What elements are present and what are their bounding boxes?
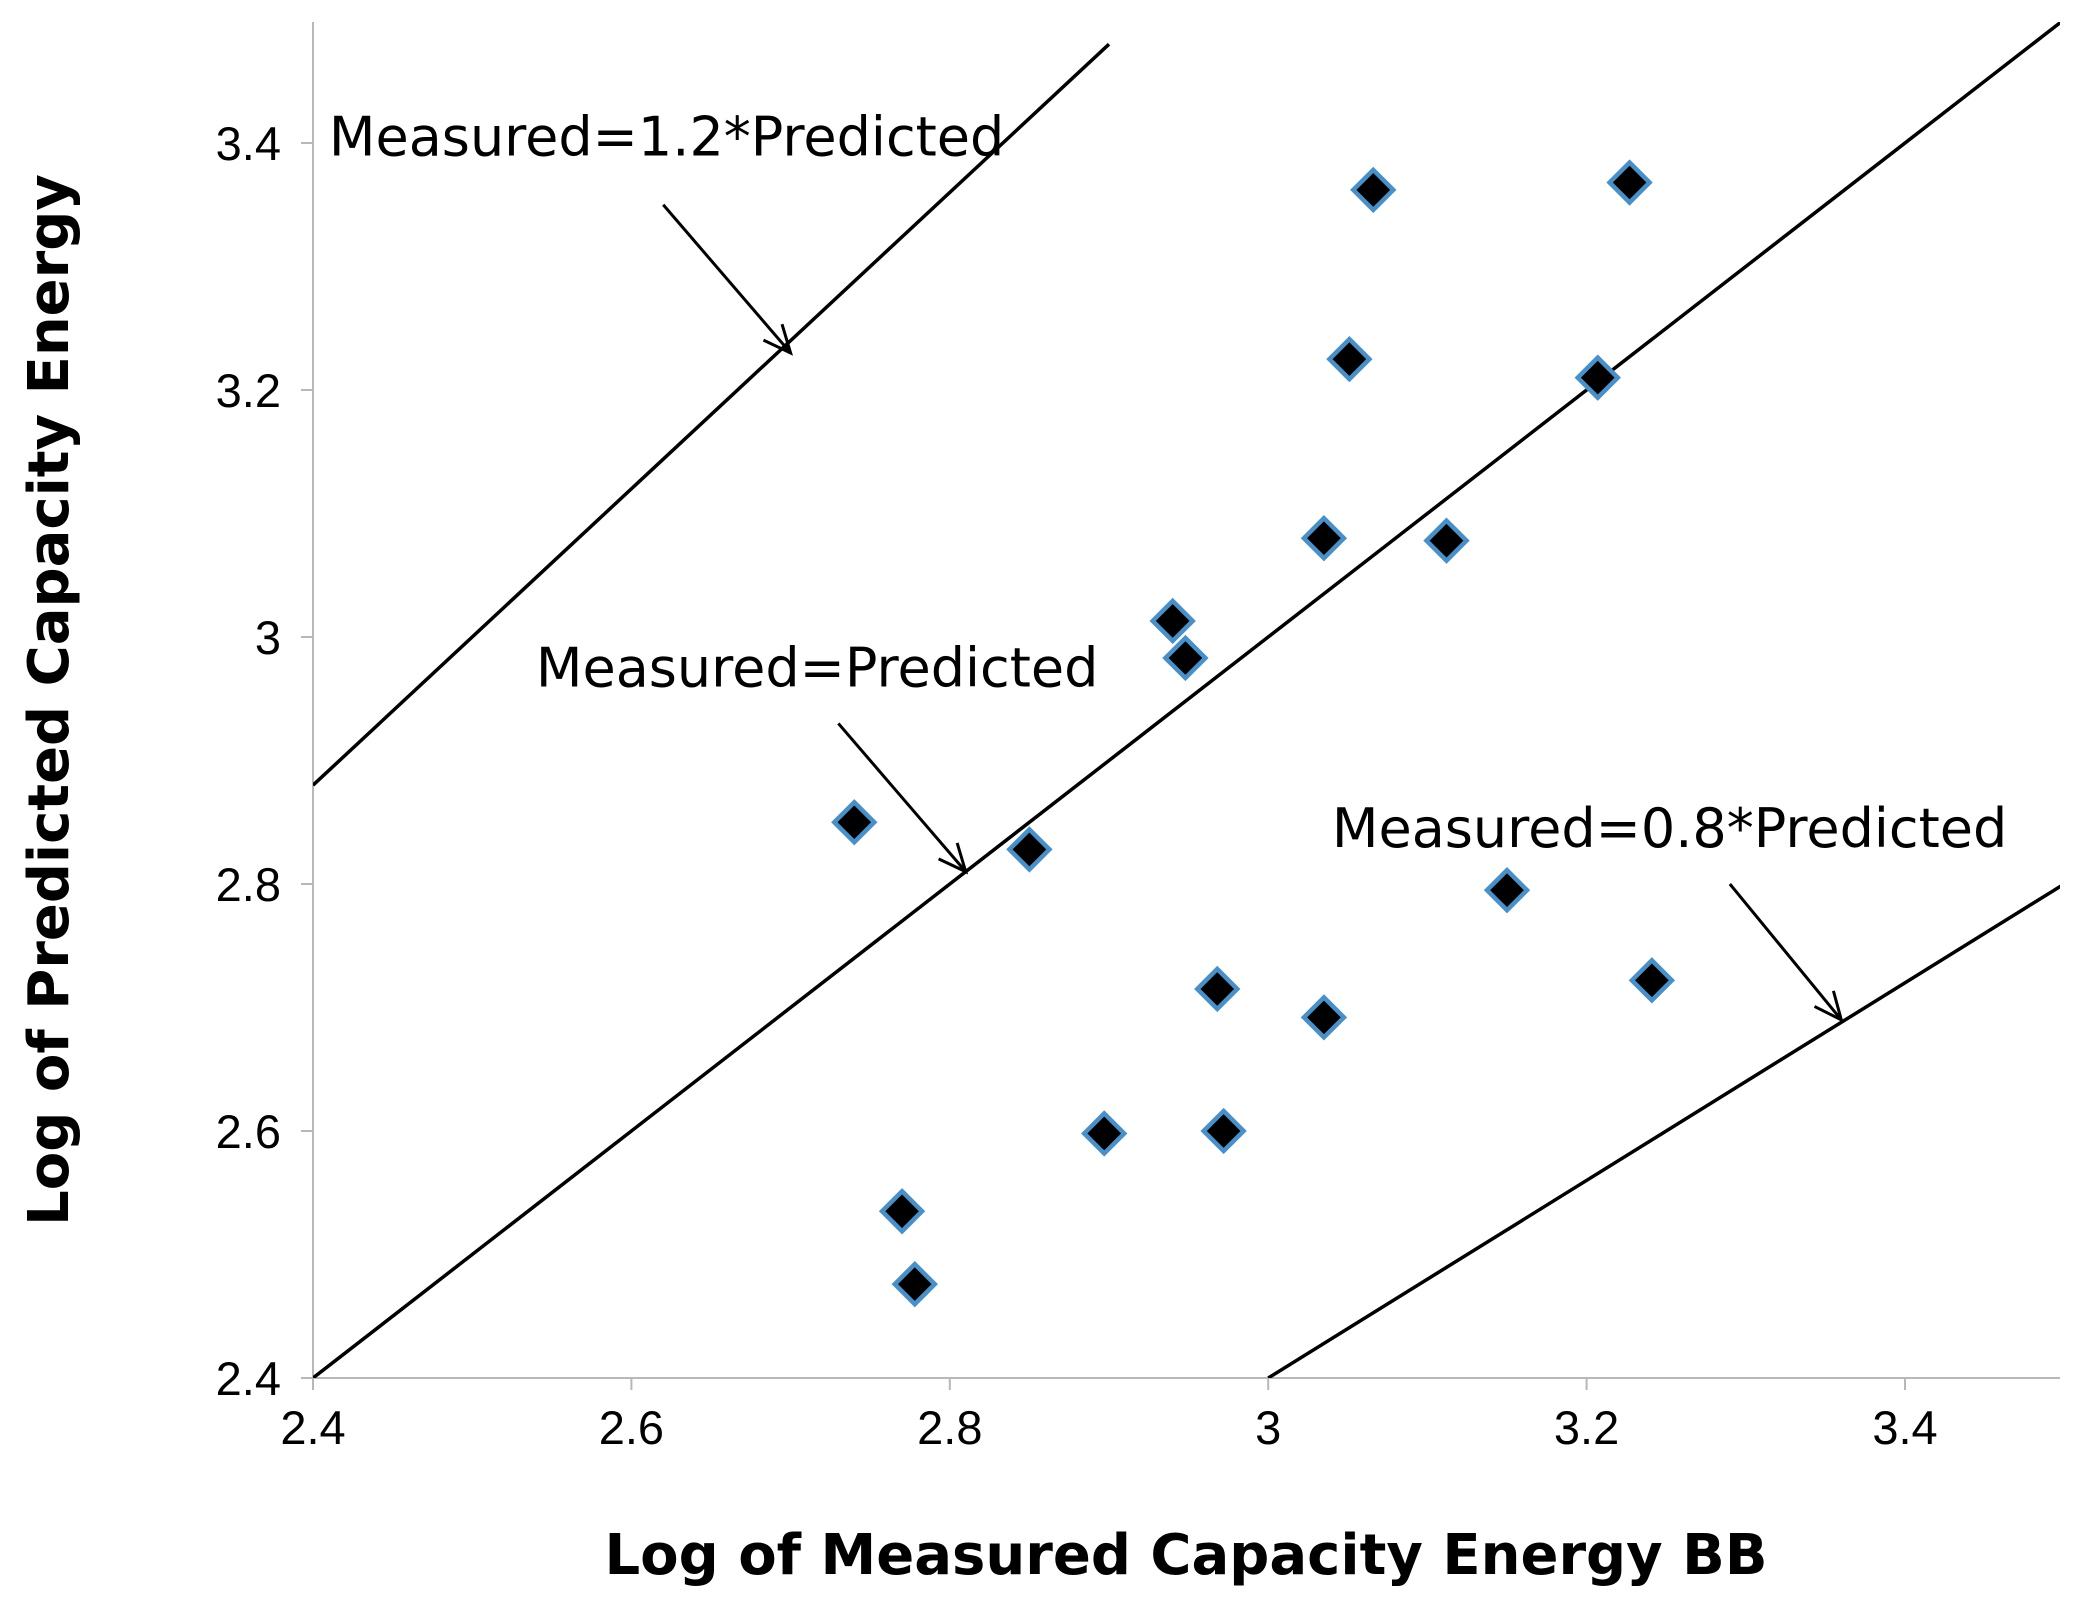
annotation-arrow-shaft xyxy=(662,203,792,354)
y-tick-label: 2.8 xyxy=(216,858,281,911)
data-point xyxy=(1350,166,1397,214)
data-point xyxy=(1574,354,1621,401)
annotation-arrow-shaft xyxy=(837,722,967,873)
reference-line-0 xyxy=(313,42,1111,787)
annotation-arrow-shaft xyxy=(1728,883,1843,1021)
data-point xyxy=(1483,866,1531,914)
y-axis-ticks: 2.4 2.6 2.8 3 3.2 3.4 xyxy=(216,117,313,1405)
data-point xyxy=(1200,1107,1247,1155)
axes xyxy=(312,22,2060,1379)
data-point xyxy=(1162,634,1209,682)
y-tick-label: 3 xyxy=(255,611,281,664)
data-point xyxy=(1194,965,1241,1013)
data-points xyxy=(831,159,1676,1308)
data-point xyxy=(1423,517,1470,564)
x-tick-label: 2.4 xyxy=(280,1401,345,1454)
annotation-label: Measured=1.2*Predicted xyxy=(329,105,1004,168)
annotation-arrow-head xyxy=(762,323,793,356)
data-point xyxy=(1081,1110,1128,1157)
y-tick-label: 3.4 xyxy=(216,117,281,170)
annotation-arrow-head xyxy=(937,842,969,875)
data-point xyxy=(1326,335,1373,383)
data-point xyxy=(891,1260,938,1308)
reference-lines xyxy=(313,22,2060,1378)
x-tick-label: 3 xyxy=(1255,1401,1281,1454)
data-point xyxy=(1149,597,1196,645)
data-point xyxy=(1628,957,1676,1004)
y-axis-title: Log of Predicted Capacity Energy xyxy=(17,174,82,1226)
annotation-label: Measured=Predicted xyxy=(536,636,1099,699)
annotations: Measured=1.2*Predicted Measured=Predicted… xyxy=(329,105,2007,1023)
reference-line-2 xyxy=(1267,884,2060,1378)
x-tick-label: 2.6 xyxy=(599,1401,664,1454)
x-tick-label: 3.2 xyxy=(1554,1401,1619,1454)
data-point xyxy=(1606,159,1653,206)
data-point xyxy=(831,799,878,846)
x-tick-label: 2.8 xyxy=(917,1401,982,1454)
data-point xyxy=(1006,826,1053,873)
data-point xyxy=(878,1188,926,1235)
data-point xyxy=(1300,994,1348,1041)
y-tick-label: 2.6 xyxy=(216,1105,281,1158)
y-tick-label: 3.2 xyxy=(216,364,281,417)
annotation-arrow-head xyxy=(1813,990,1844,1023)
y-tick-label: 2.4 xyxy=(216,1352,281,1405)
reference-line-1 xyxy=(313,22,2060,1378)
x-tick-label: 3.4 xyxy=(1872,1401,1937,1454)
x-axis-ticks: 2.4 2.6 2.8 3 3.2 3.4 xyxy=(280,1378,1938,1454)
annotation-label: Measured=0.8*Predicted xyxy=(1332,797,2007,860)
data-point xyxy=(1300,515,1348,562)
x-axis-title: Log of Measured Capacity Energy BB xyxy=(604,1523,1767,1588)
